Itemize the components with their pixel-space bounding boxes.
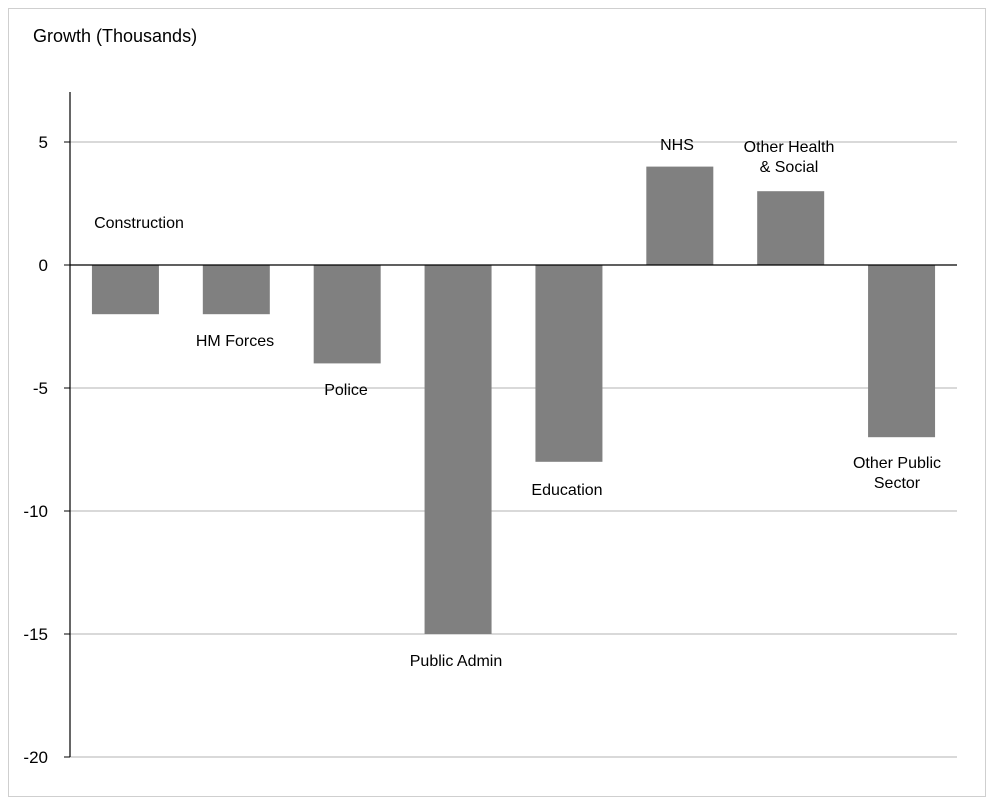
category-label: Public Admin: [410, 653, 503, 670]
bar: [535, 265, 603, 462]
category-label: Other Health & Social: [744, 139, 835, 176]
bars: [91, 166, 936, 634]
y-tick-label: 0: [39, 256, 48, 275]
bar: [646, 166, 714, 265]
category-label-line: & Social: [760, 159, 819, 176]
y-tick-label: -20: [23, 748, 48, 767]
bar: [91, 265, 159, 315]
y-tick-label: -10: [23, 502, 48, 521]
axes: [64, 92, 957, 758]
bar: [424, 265, 492, 634]
category-label-line: Police: [324, 382, 368, 399]
category-label-line: Other Public: [853, 455, 941, 472]
category-label-line: Sector: [874, 475, 921, 492]
bar: [757, 191, 825, 265]
category-labels: Construction HM Forces Police Public Admin E…: [94, 137, 941, 670]
category-label-line: Other Health: [744, 139, 835, 156]
y-tick-label: -15: [23, 625, 48, 644]
bar: [202, 265, 270, 315]
category-label: NHS: [660, 137, 694, 154]
category-label: HM Forces: [196, 333, 274, 350]
category-label: Police: [324, 382, 368, 399]
category-label-line: Construction: [94, 215, 184, 232]
category-label: Other Public Sector: [853, 455, 941, 492]
y-axis-label: Growth (Thousands): [33, 26, 197, 46]
y-tick-label: 5: [39, 133, 48, 152]
chart-frame: [8, 8, 986, 797]
bar: [313, 265, 381, 364]
gridlines: [70, 141, 957, 758]
category-label: Education: [531, 482, 602, 499]
category-label-line: Public Admin: [410, 653, 503, 670]
category-label: Construction: [94, 215, 184, 232]
y-tick-label: -5: [33, 379, 48, 398]
y-tick-labels: 5 0 -5 -10 -15 -20: [23, 133, 48, 767]
category-label-line: HM Forces: [196, 333, 274, 350]
category-label-line: NHS: [660, 137, 694, 154]
category-label-line: Education: [531, 482, 602, 499]
bar: [868, 265, 936, 438]
